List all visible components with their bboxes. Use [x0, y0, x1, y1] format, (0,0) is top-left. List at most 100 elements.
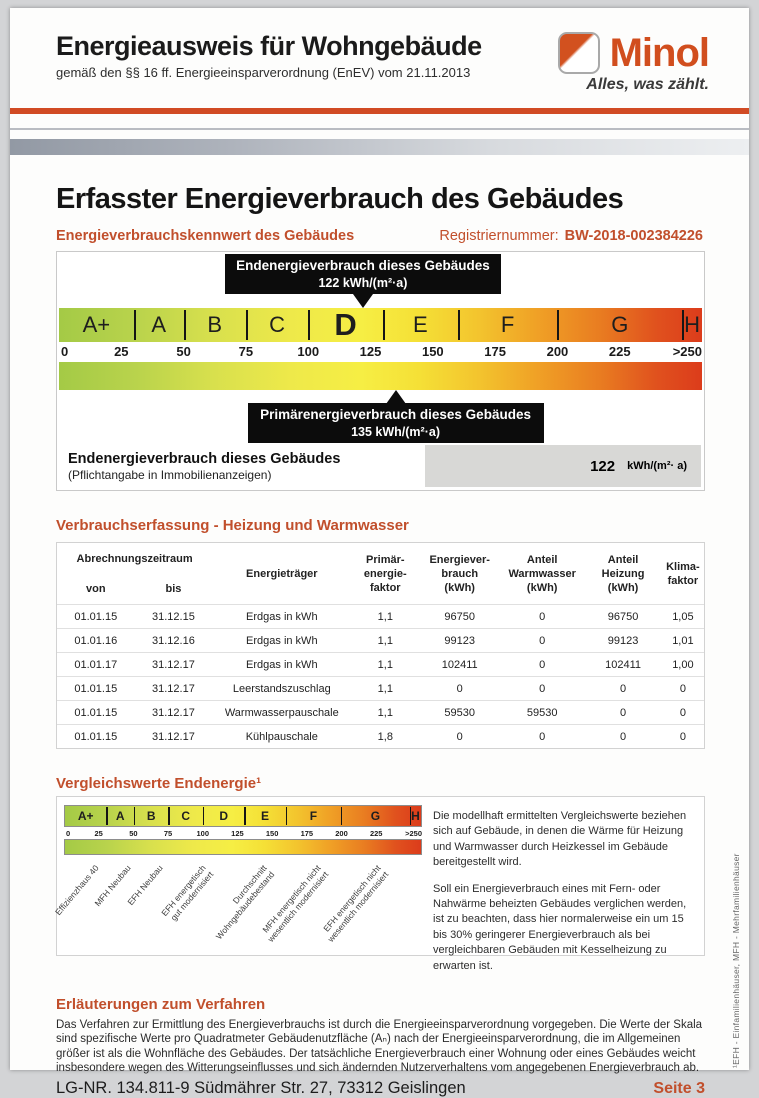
- result-value: 122: [590, 457, 616, 475]
- page-title: Erfasster Energieverbrauch des Gebäudes: [56, 183, 624, 215]
- primary-energy-marker-arrow: [385, 390, 406, 404]
- primary-energy-bar: [59, 362, 702, 390]
- table-cell: 102411: [605, 658, 641, 671]
- table-cell: 1,1: [377, 610, 393, 623]
- table-cell: 102411: [441, 658, 478, 671]
- scale-divider: [457, 309, 460, 341]
- comparison-class-bar: A+ A B C D E F G H: [64, 805, 422, 827]
- comparison-paragraph-1: Die modellhaft ermittelten Vergleichswer…: [433, 810, 687, 869]
- scale-class-B: B: [146, 809, 156, 823]
- comparison-box: A+ A B C D E F G H 0 25 50 75 100 125 150 175 200 225 >250…: [53, 796, 705, 972]
- comparison-scale-ticks: 0 25 50 75 100 125 150 175 200 225 >250: [64, 827, 422, 839]
- table-row: 01.01.17 31.12.17 Erdgas in kWh 1,1 102411 0 1…: [57, 652, 704, 676]
- table-cell: 1,00: [672, 658, 694, 671]
- scale-divider: [682, 309, 685, 341]
- col-header-hot-water: Anteil Warmwasser (kWh): [508, 553, 576, 595]
- explanation-title: Erläuterungen zum Verfahren: [56, 996, 266, 1013]
- scale-class-H: H: [411, 809, 420, 823]
- thin-divider: [10, 128, 749, 130]
- scale-divider: [245, 309, 248, 341]
- scale-tick: 125: [231, 829, 244, 838]
- table-cell: 31.12.17: [152, 730, 195, 743]
- scale-tick: 175: [484, 344, 506, 359]
- energy-scale-box: Endenergieverbrauch dieses Gebäudes 122 …: [56, 251, 705, 491]
- table-cell: 0: [456, 682, 463, 695]
- scale-divider: [133, 807, 136, 825]
- scale-divider: [382, 309, 385, 341]
- footnote-vertical: ¹EFH - Einfamilienhäuser, MFH - Mehrfami…: [731, 853, 741, 1068]
- scale-tick: 50: [176, 344, 191, 359]
- scale-class-D: D: [334, 307, 357, 342]
- end-energy-marker-arrow: [352, 294, 373, 308]
- table-cell: 0: [620, 682, 627, 695]
- scale-divider: [285, 807, 288, 825]
- scale-class-A: A: [151, 312, 167, 337]
- table-cell: 31.12.17: [152, 658, 195, 671]
- result-title: Endenergieverbrauch dieses Gebäudes: [68, 450, 341, 467]
- certificate-page: Energieausweis für Wohngebäude gemäß den…: [10, 8, 749, 1097]
- scale-class-F: F: [309, 809, 318, 823]
- table-cell: 0: [620, 706, 627, 719]
- scale-divider: [557, 309, 560, 341]
- col-header-bis: bis: [165, 582, 182, 595]
- consumption-table-body: 01.01.15 31.12.15 Erdgas in kWh 1,1 96750 0 96…: [57, 604, 704, 748]
- col-header-climate-factor: Klima- faktor: [666, 560, 700, 587]
- scale-class-D: D: [219, 809, 229, 823]
- header: Energieausweis für Wohngebäude gemäß den…: [10, 8, 749, 100]
- scale-class-H: H: [684, 312, 700, 337]
- explanation-body: Das Verfahren zur Ermittlung des Energie…: [56, 1019, 703, 1075]
- table-cell: 0: [679, 682, 686, 695]
- minol-logo-text: Minol: [609, 31, 710, 75]
- table-cell: 01.01.15: [74, 610, 118, 623]
- table-cell: Warmwasserpauschale: [224, 706, 339, 719]
- scale-divider: [133, 309, 136, 341]
- scale-class-F: F: [500, 312, 515, 337]
- col-header-consumption: Energiever- brauch (kWh): [429, 553, 490, 595]
- col-header-heating: Anteil Heizung (kWh): [601, 553, 645, 595]
- scale-tick: 225: [608, 344, 631, 359]
- scale-tick: 25: [114, 344, 129, 359]
- scale-divider: [409, 807, 412, 825]
- scale-tick: 100: [297, 344, 320, 359]
- table-cell: 0: [539, 682, 546, 695]
- scale-tick: >250: [405, 829, 422, 838]
- table-cell: 1,1: [377, 658, 393, 671]
- table-cell: Leerstandszuschlag: [232, 682, 331, 695]
- table-cell: 99123: [444, 634, 475, 647]
- table-cell: 59530: [526, 706, 558, 719]
- table-cell: 0: [679, 730, 686, 743]
- scale-class-A: A: [115, 809, 125, 823]
- end-energy-callout-title: Endenergieverbrauch dieses Gebäudes: [236, 258, 490, 273]
- comparison-text: Die modellhaft ermittelten Vergleichswer…: [433, 809, 694, 985]
- scale-divider: [202, 807, 205, 825]
- table-cell: 1,8: [377, 730, 393, 743]
- scale-tick: 75: [163, 829, 173, 838]
- table-cell: 1,1: [377, 706, 393, 719]
- table-cell: 01.01.17: [74, 658, 118, 671]
- table-cell: Erdgas in kWh: [246, 658, 318, 671]
- table-cell: Erdgas in kWh: [246, 610, 318, 623]
- scale-tick: 25: [94, 829, 103, 838]
- table-cell: 96750: [444, 610, 475, 623]
- table-cell: 31.12.15: [152, 610, 195, 623]
- scale-tick: 175: [300, 829, 314, 838]
- comparison-paragraph-2: Soll ein Energieverbrauch eines mit Fern…: [433, 882, 687, 972]
- scale-divider: [308, 309, 311, 341]
- scale-divider: [340, 807, 343, 825]
- scale-class-G: G: [611, 312, 629, 337]
- scale-class-B: B: [207, 312, 223, 337]
- table-cell: 31.12.16: [152, 634, 195, 647]
- scale-tick: 200: [546, 344, 569, 359]
- minol-logo-icon: [557, 32, 600, 74]
- footer-address: LG-NR. 134.811-9 Südmährer Str. 27, 7331…: [56, 1078, 466, 1097]
- scale-tick: 225: [369, 829, 383, 838]
- consumption-table-header: Abrechnungszeitraum von bis Energieträge…: [57, 543, 704, 604]
- table-cell: 31.12.17: [152, 682, 195, 695]
- table-cell: 01.01.15: [74, 682, 118, 695]
- scale-divider: [168, 807, 170, 825]
- registration-label: Registriernummer:: [439, 228, 559, 244]
- scale-class-E: E: [261, 809, 270, 823]
- comparison-scale: A+ A B C D E F G H 0 25 50 75 100 125 150 175 200 225 >250…: [53, 805, 422, 959]
- table-row: 01.01.15 31.12.15 Erdgas in kWh 1,1 96750 0 96…: [57, 604, 704, 628]
- page-number: Seite 3: [653, 1079, 705, 1097]
